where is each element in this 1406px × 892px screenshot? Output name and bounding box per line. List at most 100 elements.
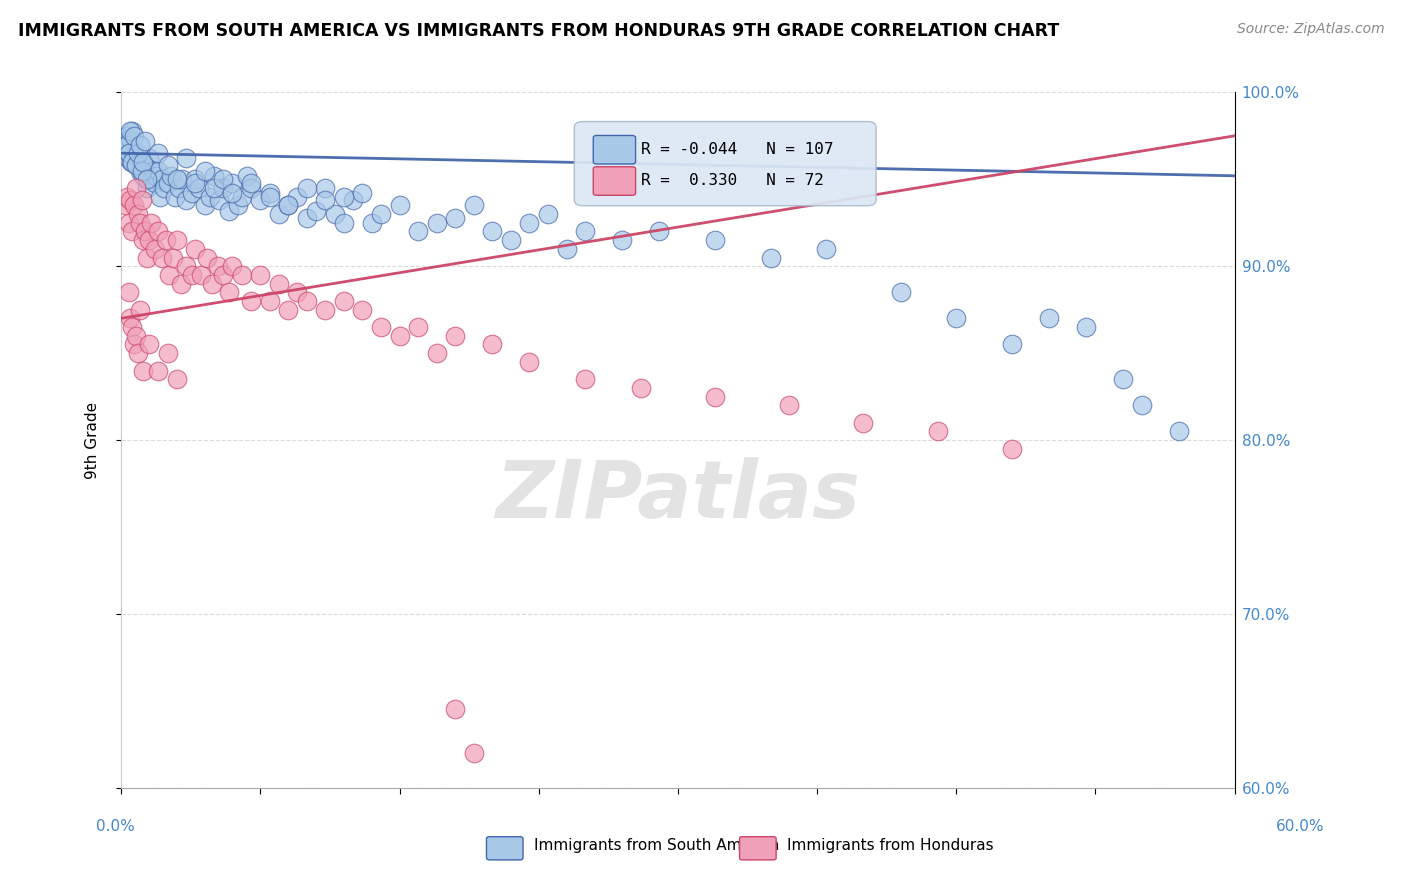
Point xyxy=(156,176,179,190)
Point xyxy=(212,172,235,186)
Point xyxy=(612,233,634,247)
Point xyxy=(122,146,145,161)
Point xyxy=(295,293,318,308)
Point xyxy=(127,152,149,166)
Point xyxy=(128,302,150,317)
Point xyxy=(406,224,429,238)
Point xyxy=(778,398,800,412)
Point xyxy=(155,233,177,247)
Point xyxy=(1112,372,1135,386)
Point xyxy=(118,146,141,161)
Point xyxy=(295,211,318,225)
Point xyxy=(240,176,263,190)
Point xyxy=(136,172,159,186)
Point xyxy=(323,207,346,221)
Point xyxy=(499,233,522,247)
Point xyxy=(160,169,183,183)
Point xyxy=(314,193,336,207)
Point xyxy=(157,268,180,282)
Point xyxy=(167,181,190,195)
Point xyxy=(314,181,336,195)
Point xyxy=(333,293,356,308)
Point xyxy=(162,251,184,265)
Point xyxy=(156,346,179,360)
Text: ZIPatlas: ZIPatlas xyxy=(495,457,860,534)
Point xyxy=(166,372,188,386)
Point xyxy=(519,355,541,369)
Point xyxy=(277,302,299,317)
Point xyxy=(226,198,249,212)
Point xyxy=(184,242,207,256)
Point xyxy=(231,189,253,203)
Point xyxy=(163,189,186,203)
Point xyxy=(537,207,560,221)
Point xyxy=(259,189,281,203)
Point xyxy=(138,233,160,247)
Point xyxy=(143,242,166,256)
Point xyxy=(277,198,299,212)
Point xyxy=(142,163,165,178)
Point xyxy=(852,416,875,430)
Point xyxy=(370,320,392,334)
Point xyxy=(249,193,271,207)
Point xyxy=(122,337,145,351)
Point xyxy=(121,154,143,169)
Point xyxy=(156,158,179,172)
Point xyxy=(195,251,218,265)
Point xyxy=(117,137,139,152)
Point xyxy=(444,211,467,225)
Point xyxy=(927,425,949,439)
Point xyxy=(212,268,235,282)
Point xyxy=(555,242,578,256)
Point xyxy=(120,154,142,169)
Point xyxy=(194,163,217,178)
Point xyxy=(287,285,309,300)
Point xyxy=(249,268,271,282)
Point xyxy=(426,346,449,360)
Point xyxy=(388,198,411,212)
Point xyxy=(139,172,162,186)
Point xyxy=(388,328,411,343)
Point xyxy=(134,158,156,172)
Point xyxy=(240,181,263,195)
Text: 0.0%: 0.0% xyxy=(96,820,135,834)
Point xyxy=(574,224,596,238)
Point xyxy=(259,186,281,201)
Point xyxy=(426,216,449,230)
Point xyxy=(114,134,136,148)
Point xyxy=(138,337,160,351)
FancyBboxPatch shape xyxy=(593,167,636,195)
Point xyxy=(139,216,162,230)
Point xyxy=(463,198,485,212)
Point xyxy=(221,186,243,201)
Point xyxy=(194,198,217,212)
Point xyxy=(134,224,156,238)
Point xyxy=(117,285,139,300)
Point xyxy=(202,181,225,195)
Text: 60.0%: 60.0% xyxy=(1277,820,1324,834)
Point xyxy=(115,189,138,203)
Point xyxy=(360,216,382,230)
Point xyxy=(207,259,229,273)
Point xyxy=(138,152,160,166)
Point xyxy=(180,186,202,201)
Point xyxy=(121,123,143,137)
Point xyxy=(136,181,159,195)
Point xyxy=(145,169,167,183)
Point xyxy=(370,207,392,221)
Point xyxy=(221,176,243,190)
Point xyxy=(120,132,142,146)
Point xyxy=(333,189,356,203)
Point xyxy=(169,277,191,291)
Point xyxy=(117,152,139,166)
Point xyxy=(444,702,467,716)
Point xyxy=(114,141,136,155)
Point xyxy=(352,302,374,317)
Point xyxy=(120,311,142,326)
Text: Source: ZipAtlas.com: Source: ZipAtlas.com xyxy=(1237,22,1385,37)
Point xyxy=(115,137,138,152)
Point xyxy=(117,146,139,161)
Point xyxy=(1168,425,1191,439)
Point xyxy=(759,251,782,265)
Point xyxy=(1001,337,1024,351)
